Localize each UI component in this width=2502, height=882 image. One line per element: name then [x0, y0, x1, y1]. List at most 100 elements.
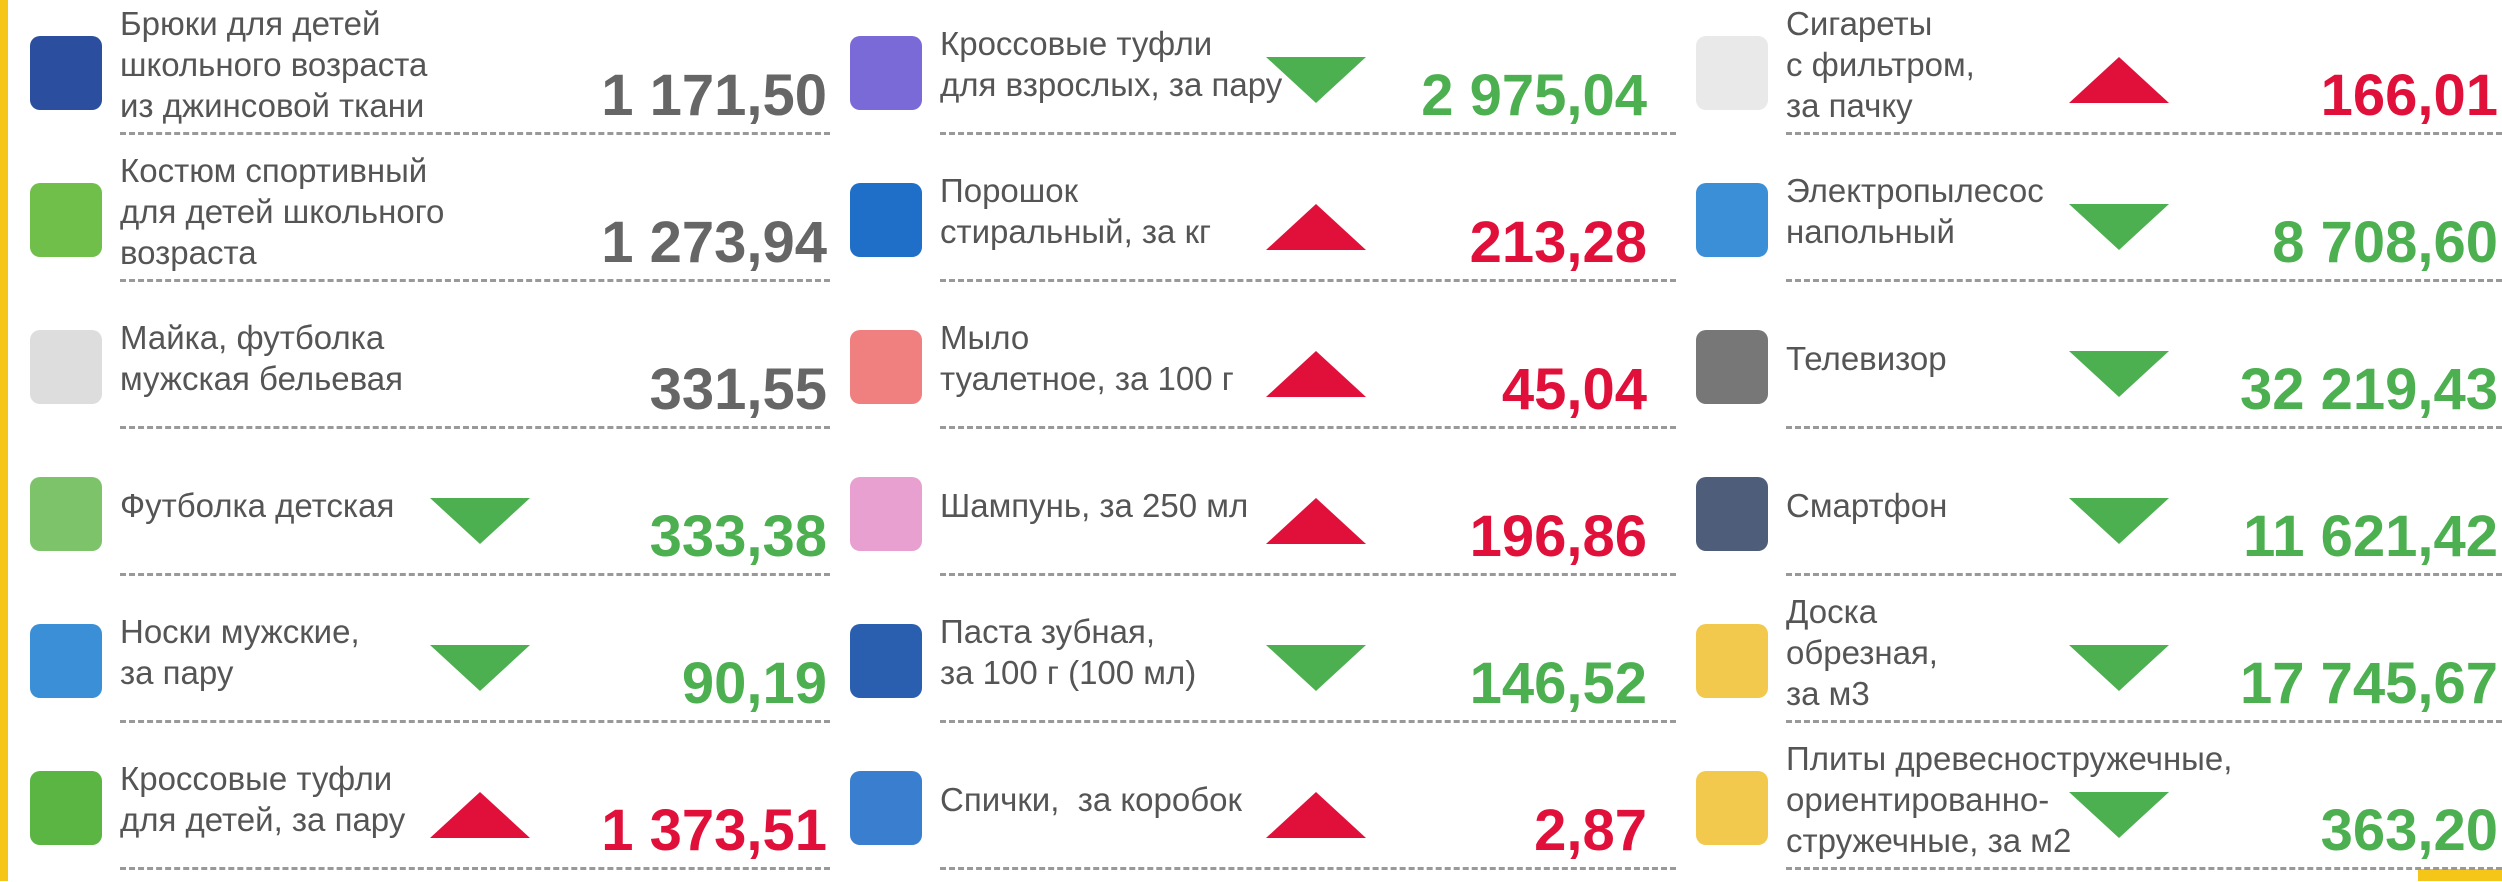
side-strip — [0, 0, 8, 881]
price-item: Порошок стиральный, за кг 213,28 — [830, 147, 1676, 294]
row-divider — [1786, 720, 2502, 723]
price-item: Телевизор 32 219,43 — [1676, 294, 2502, 441]
label-line: Носки мужские, — [120, 613, 360, 650]
trend-down — [430, 498, 530, 544]
label-line: Порошок — [940, 172, 1079, 209]
trend-down — [2069, 204, 2169, 250]
row-divider — [120, 867, 830, 870]
label-line: за пачку — [1786, 86, 1913, 124]
label-line: за пару — [120, 654, 234, 691]
item-label: Порошок стиральный, за кг — [940, 147, 1211, 275]
product-icon — [30, 624, 102, 698]
item-label: Футболка детская — [120, 441, 394, 569]
price: 8 708,60 — [2272, 210, 2498, 275]
price-item: Паста зубная, за 100 г (100 мл) 146,52 — [830, 588, 1676, 735]
item-label: Майка, футболка мужская бельевая — [120, 294, 403, 422]
row-divider — [120, 573, 830, 576]
product-icon — [1696, 183, 1768, 257]
product-icon — [1696, 477, 1768, 551]
item-label: Кроссовые туфли для взрослых, за пару — [940, 0, 1282, 128]
label-line: с фильтром, — [1786, 45, 1975, 83]
label-line: Футболка детская — [120, 486, 395, 524]
product-icon — [1696, 330, 1768, 404]
price: 363,20 — [2320, 798, 2498, 863]
label-line: туалетное, за 100 г — [940, 360, 1234, 397]
row-divider — [120, 279, 830, 282]
label-line: ориентированно- — [1786, 780, 2050, 818]
price: 213,28 — [1469, 210, 1647, 275]
row-divider — [1786, 132, 2502, 135]
price-item: Шампунь, за 250 мл 196,86 — [830, 441, 1676, 588]
product-icon — [850, 183, 922, 257]
price: 196,86 — [1469, 504, 1647, 569]
price-item: Майка, футболка мужская бельевая 331,55 — [10, 294, 830, 441]
item-label: Мыло туалетное, за 100 г — [940, 294, 1234, 422]
trend-down — [1266, 645, 1366, 691]
row-divider — [120, 426, 830, 429]
label-line: стружечные, за м2 — [1786, 821, 2072, 859]
price: 11 621,42 — [2243, 504, 2498, 569]
label-line: для детей школьного — [120, 192, 445, 230]
row-divider — [940, 132, 1676, 135]
item-label: Электропылесос напольный — [1786, 147, 2044, 275]
row-divider — [120, 132, 830, 135]
trend-up — [1266, 351, 1366, 397]
price-item: Костюм спортивный для детей школьного возр… — [10, 147, 830, 294]
trend-up — [430, 792, 530, 838]
price: 32 219,43 — [2239, 357, 2498, 422]
product-icon — [850, 624, 922, 698]
label-line: Смартфон — [1786, 486, 1948, 524]
item-label: Сигареты с фильтром, за пачку — [1786, 0, 1975, 128]
item-label: Кроссовые туфли для детей, за пару — [120, 735, 405, 863]
label-line: мужская бельевая — [120, 360, 404, 397]
row-divider — [1786, 279, 2502, 282]
label-line: Мыло — [940, 319, 1030, 356]
label-line: напольный — [1786, 213, 1955, 250]
item-label: Паста зубная, за 100 г (100 мл) — [940, 588, 1196, 716]
price: 1 373,51 — [601, 798, 827, 863]
price: 331,55 — [649, 357, 827, 422]
label-line: возраста — [120, 233, 257, 271]
trend-down — [2069, 645, 2169, 691]
row-divider — [940, 720, 1676, 723]
label-line: Брюки для детей — [120, 4, 381, 42]
product-icon — [850, 771, 922, 845]
trend-up — [1266, 498, 1366, 544]
price-item: Мыло туалетное, за 100 г 45,04 — [830, 294, 1676, 441]
product-icon — [30, 477, 102, 551]
label-line: Костюм спортивный — [120, 151, 428, 189]
row-divider — [1786, 867, 2502, 870]
label-line: Сигареты — [1786, 4, 1933, 42]
price: 333,38 — [649, 504, 827, 569]
price: 2 975,04 — [1421, 63, 1647, 128]
price: 17 745,67 — [2239, 651, 2498, 716]
label-line: для детей, за пару — [120, 801, 406, 838]
price-item: Брюки для детей школьного возраста из джин… — [10, 0, 830, 147]
price-item: Футболка детская 333,38 — [10, 441, 830, 588]
product-icon — [30, 771, 102, 845]
product-icon — [850, 36, 922, 110]
price-item: Электропылесос напольный 8 708,60 — [1676, 147, 2502, 294]
price: 166,01 — [2320, 63, 2498, 128]
trend-down — [2069, 351, 2169, 397]
price-item: Носки мужские, за пару 90,19 — [10, 588, 830, 735]
price-item: Кроссовые туфли для взрослых, за пару 2 97… — [830, 0, 1676, 147]
item-label: Телевизор — [1786, 294, 1947, 422]
product-icon — [1696, 771, 1768, 845]
price: 1 273,94 — [601, 210, 827, 275]
product-icon — [30, 330, 102, 404]
label-line: обрезная, — [1786, 633, 1938, 671]
product-icon — [850, 477, 922, 551]
trend-down — [430, 645, 530, 691]
price: 146,52 — [1469, 651, 1647, 716]
price: 1 171,50 — [601, 63, 827, 128]
label-line: Спички, за коробок — [940, 780, 1242, 818]
item-label: Брюки для детей школьного возраста из джин… — [120, 0, 427, 128]
trend-up — [1266, 792, 1366, 838]
product-icon — [1696, 624, 1768, 698]
item-label: Смартфон — [1786, 441, 1947, 569]
item-label: Спички, за коробок — [940, 735, 1242, 863]
row-divider — [940, 279, 1676, 282]
price-item: Смартфон 11 621,42 — [1676, 441, 2502, 588]
